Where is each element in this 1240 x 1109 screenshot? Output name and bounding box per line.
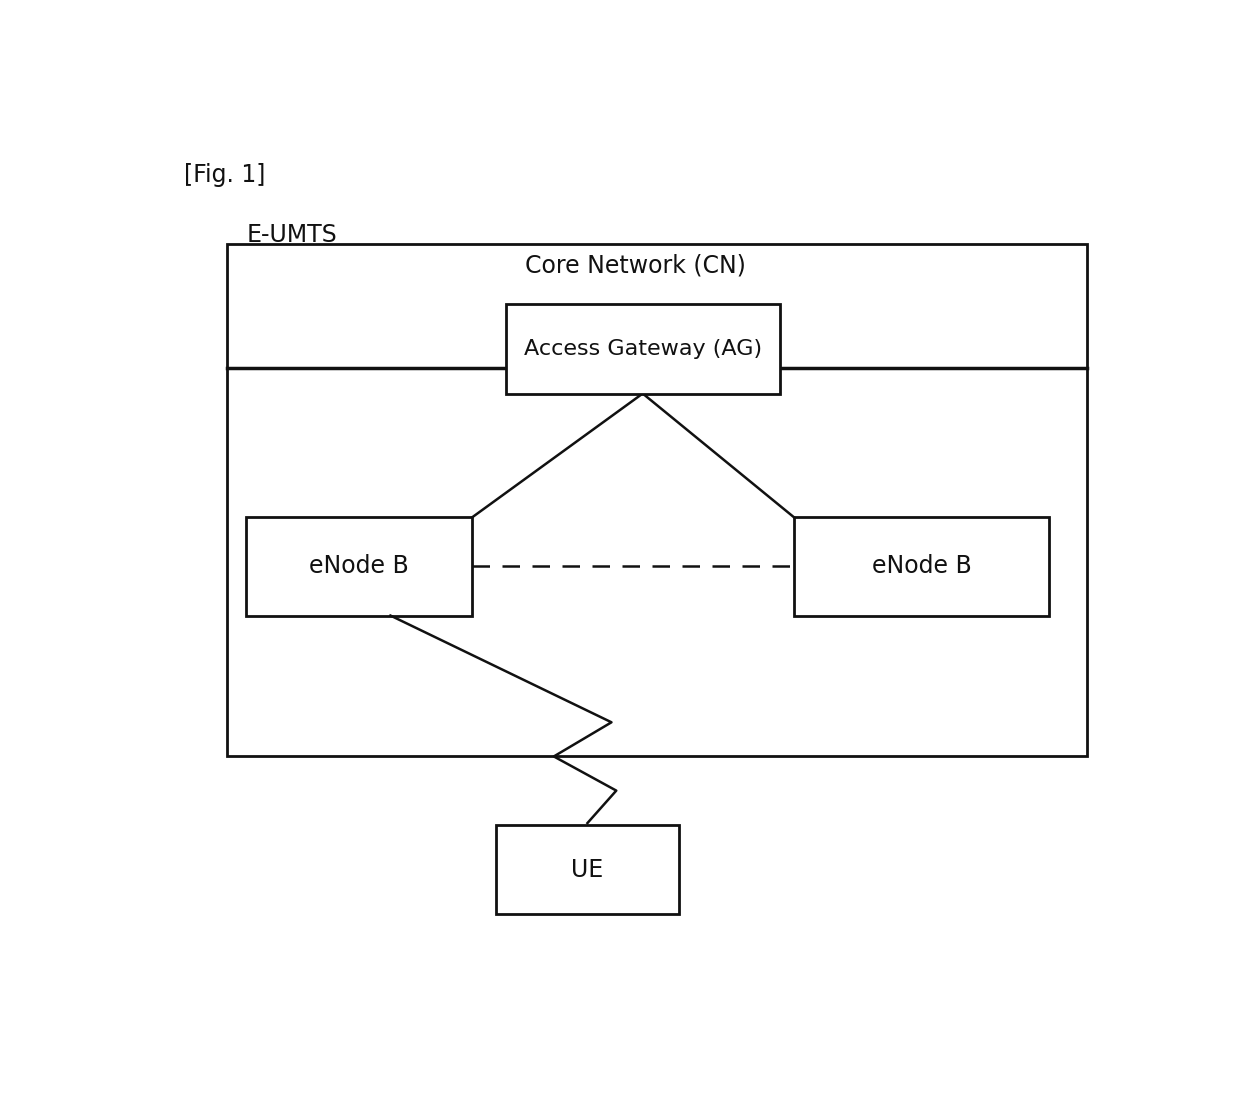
Text: Core Network (CN): Core Network (CN) xyxy=(525,254,746,277)
Text: Access Gateway (AG): Access Gateway (AG) xyxy=(523,338,761,358)
Bar xyxy=(496,825,678,915)
Text: [Fig. 1]: [Fig. 1] xyxy=(184,163,265,187)
Text: eNode B: eNode B xyxy=(872,554,971,579)
Bar xyxy=(227,244,1087,756)
Bar xyxy=(506,304,780,394)
Bar xyxy=(794,517,1049,615)
Text: E-UMTS: E-UMTS xyxy=(247,223,337,246)
Bar xyxy=(247,517,472,615)
Text: UE: UE xyxy=(572,857,604,882)
Text: eNode B: eNode B xyxy=(309,554,409,579)
